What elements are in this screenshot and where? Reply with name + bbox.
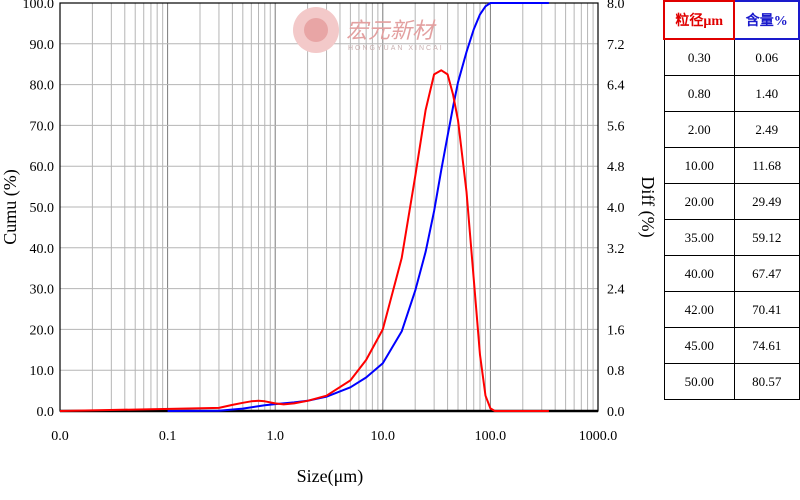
cell-content: 70.41 (733, 291, 800, 328)
y-left-tick-label: 60.0 (30, 160, 55, 175)
cell-content: 59.12 (733, 219, 800, 256)
data-table: 粒径μm 含量% 0.30 0.06 0.80 1.40 2.00 2.49 10.0… (662, 0, 800, 400)
header-content: 含量% (733, 0, 800, 40)
y-right-tick-label: 7.2 (607, 38, 625, 53)
cell-content: 1.40 (733, 75, 800, 112)
cell-size: 50.00 (663, 363, 735, 400)
y-left-tick-label: 90.0 (30, 38, 55, 53)
cell-content: 80.57 (733, 363, 800, 400)
y-left-tick-label: 100.0 (23, 0, 55, 12)
y-left-tick-label: 0.0 (37, 405, 55, 420)
table-row: 40.00 67.47 (663, 255, 800, 292)
table-row: 10.00 11.68 (663, 147, 800, 184)
cell-size: 20.00 (663, 183, 735, 220)
y-left-tick-label: 40.0 (30, 242, 55, 257)
y-right-tick-label: 0.0 (607, 405, 625, 420)
cell-content: 29.49 (733, 183, 800, 220)
table-row: 0.30 0.06 (663, 38, 800, 76)
cumu-series-line (167, 2, 549, 412)
y-right-tick-label: 4.8 (607, 160, 625, 175)
table-row: 35.00 59.12 (663, 219, 800, 256)
grid (59, 3, 598, 411)
y-left-tick-label: 50.0 (30, 201, 55, 216)
table-row: 0.80 1.40 (663, 75, 800, 112)
cell-size: 2.00 (663, 111, 735, 148)
watermark-subtext: HONGYUAN XINCAI (348, 45, 444, 52)
cell-content: 2.49 (733, 111, 800, 148)
x-tick-label: 1.0 (266, 429, 284, 444)
y-right-tick-label: 0.8 (607, 364, 625, 379)
header-size: 粒径μm (662, 0, 736, 40)
particle-size-chart: 宏元新材 HONGYUAN XINCAI 0.0 0.1 1.0 10.0 100.0 1… (0, 0, 658, 487)
cell-content: 0.06 (733, 38, 800, 76)
y-left-tick-label: 10.0 (30, 364, 55, 379)
y-left-tick-label: 20.0 (30, 323, 55, 338)
y-right-tick-label: 2.4 (607, 283, 625, 298)
x-tick-label: 100.0 (475, 429, 507, 444)
y-left-tick-label: 80.0 (30, 79, 55, 94)
x-tick-label: 0.0 (51, 429, 69, 444)
x-tick-label: 10.0 (371, 429, 396, 444)
cell-size: 45.00 (663, 327, 735, 364)
table-row: 2.00 2.49 (663, 111, 800, 148)
cell-content: 67.47 (733, 255, 800, 292)
x-tick-label: 1000.0 (579, 429, 618, 444)
watermark-logo-inner-icon (304, 18, 328, 42)
y-left-tick-labels: 0.0 10.0 20.0 30.0 40.0 50.0 60.0 70.0 80.0 90.0 1… (23, 0, 55, 420)
y-left-tick-label: 30.0 (30, 283, 55, 298)
y-left-axis-title: Cumu (%) (0, 169, 21, 245)
series-layer (59, 2, 598, 413)
cell-size: 0.30 (663, 38, 735, 76)
diff-series-line (59, 69, 549, 412)
cell-size: 0.80 (663, 75, 735, 112)
x-axis-title: Size(μm) (297, 466, 364, 487)
table-row: 42.00 70.41 (663, 291, 800, 328)
watermark-text: 宏元新材 (346, 19, 437, 44)
y-right-tick-label: 6.4 (607, 79, 625, 94)
x-tick-label: 0.1 (159, 429, 177, 444)
cell-size: 42.00 (663, 291, 735, 328)
y-right-tick-label: 8.0 (607, 0, 625, 12)
y-right-tick-label: 1.6 (607, 323, 625, 338)
y-right-tick-label: 5.6 (607, 119, 625, 134)
cell-content: 74.61 (733, 327, 800, 364)
table-header-row: 粒径μm 含量% (662, 0, 800, 40)
cell-content: 11.68 (733, 147, 800, 184)
y-right-tick-label: 3.2 (607, 242, 625, 257)
y-right-tick-label: 4.0 (607, 201, 625, 216)
table-row: 45.00 74.61 (663, 327, 800, 364)
cell-size: 40.00 (663, 255, 735, 292)
x-tick-labels: 0.0 0.1 1.0 10.0 100.0 1000.0 (51, 429, 617, 444)
y-left-tick-label: 70.0 (30, 119, 55, 134)
watermark: 宏元新材 HONGYUAN XINCAI (293, 7, 444, 53)
table-row: 20.00 29.49 (663, 183, 800, 220)
table-row: 50.00 80.57 (663, 363, 800, 400)
y-right-axis-title: Diff (%) (637, 176, 658, 237)
y-right-tick-labels: 0.0 0.8 1.6 2.4 3.2 4.0 4.8 5.6 6.4 7.2 8.0 (607, 0, 625, 420)
cell-size: 35.00 (663, 219, 735, 256)
cell-size: 10.00 (663, 147, 735, 184)
